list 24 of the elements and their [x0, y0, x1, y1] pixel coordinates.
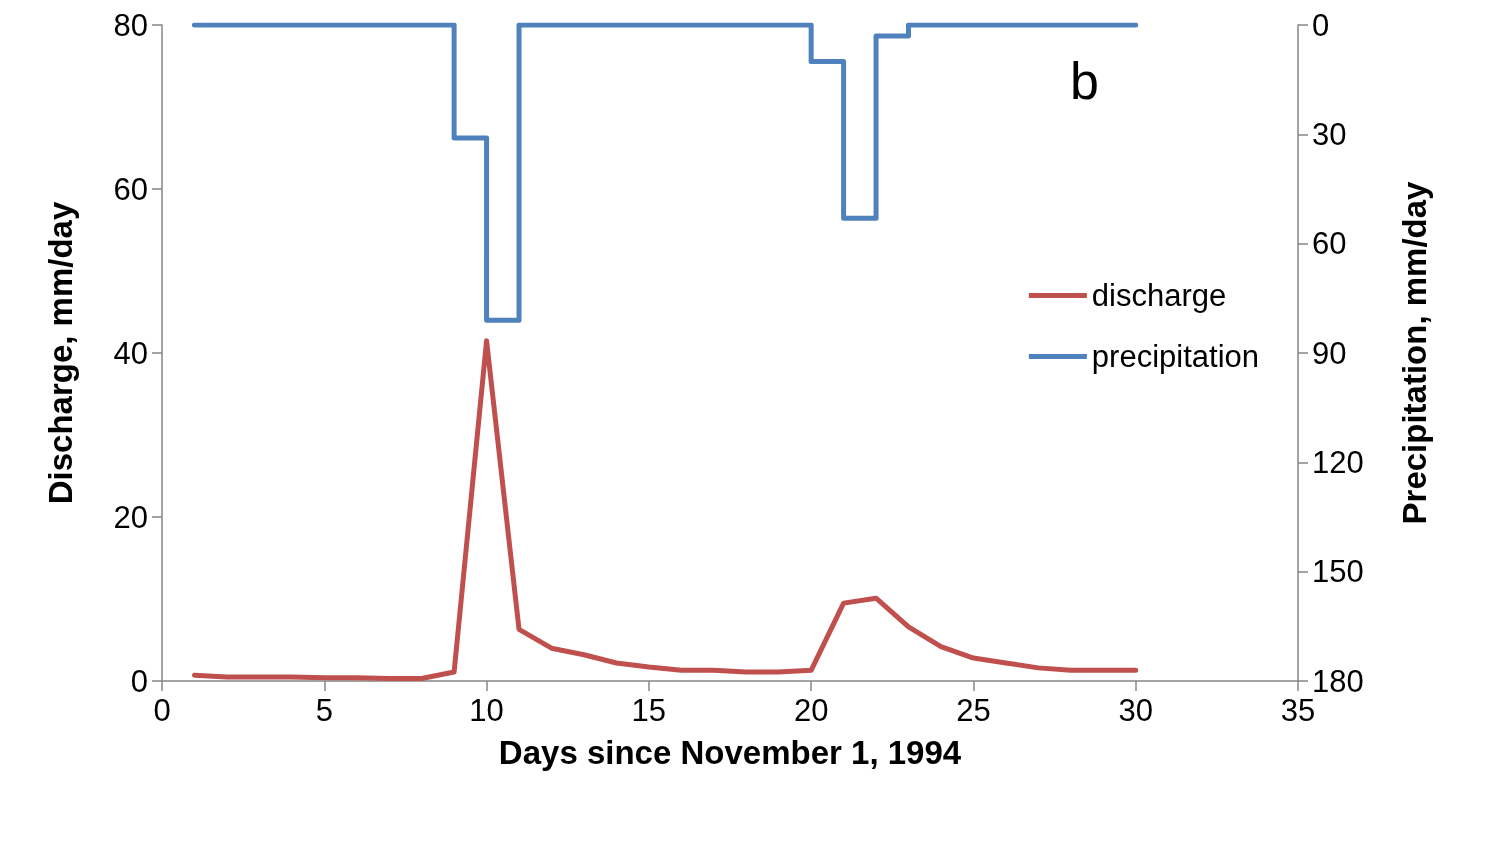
x-tick-label: 15: [631, 693, 667, 728]
y2-tick-label: 0: [1312, 7, 1330, 43]
x-tick-label: 10: [469, 693, 504, 728]
y-tick-label: 60: [113, 171, 148, 207]
x-axis-title: Days since November 1, 1994: [498, 734, 962, 771]
y-tick-label: 0: [130, 663, 148, 699]
legend-label: precipitation: [1091, 339, 1259, 374]
x-tick-label: 20: [793, 693, 829, 728]
y-tick-label: 80: [113, 7, 148, 43]
y2-tick-label: 60: [1312, 226, 1347, 262]
x-tick-label: 25: [956, 693, 991, 728]
y2-axis-title: Precipitation, mm/day: [1396, 180, 1433, 525]
x-tick-label: 30: [1118, 693, 1153, 728]
y2-tick-label: 150: [1312, 554, 1364, 590]
y-axis-title: Discharge, mm/day: [42, 201, 79, 505]
annotation: b: [1070, 52, 1099, 110]
y2-tick-label: 90: [1312, 335, 1347, 371]
y-tick-label: 40: [113, 335, 148, 371]
x-tick-label: 0: [153, 693, 171, 728]
y2-tick-label: 120: [1312, 444, 1364, 480]
y-tick-label: 20: [113, 499, 148, 535]
legend-label: discharge: [1091, 278, 1227, 313]
x-tick-label: 5: [315, 693, 333, 728]
y2-tick-label: 30: [1312, 116, 1347, 152]
